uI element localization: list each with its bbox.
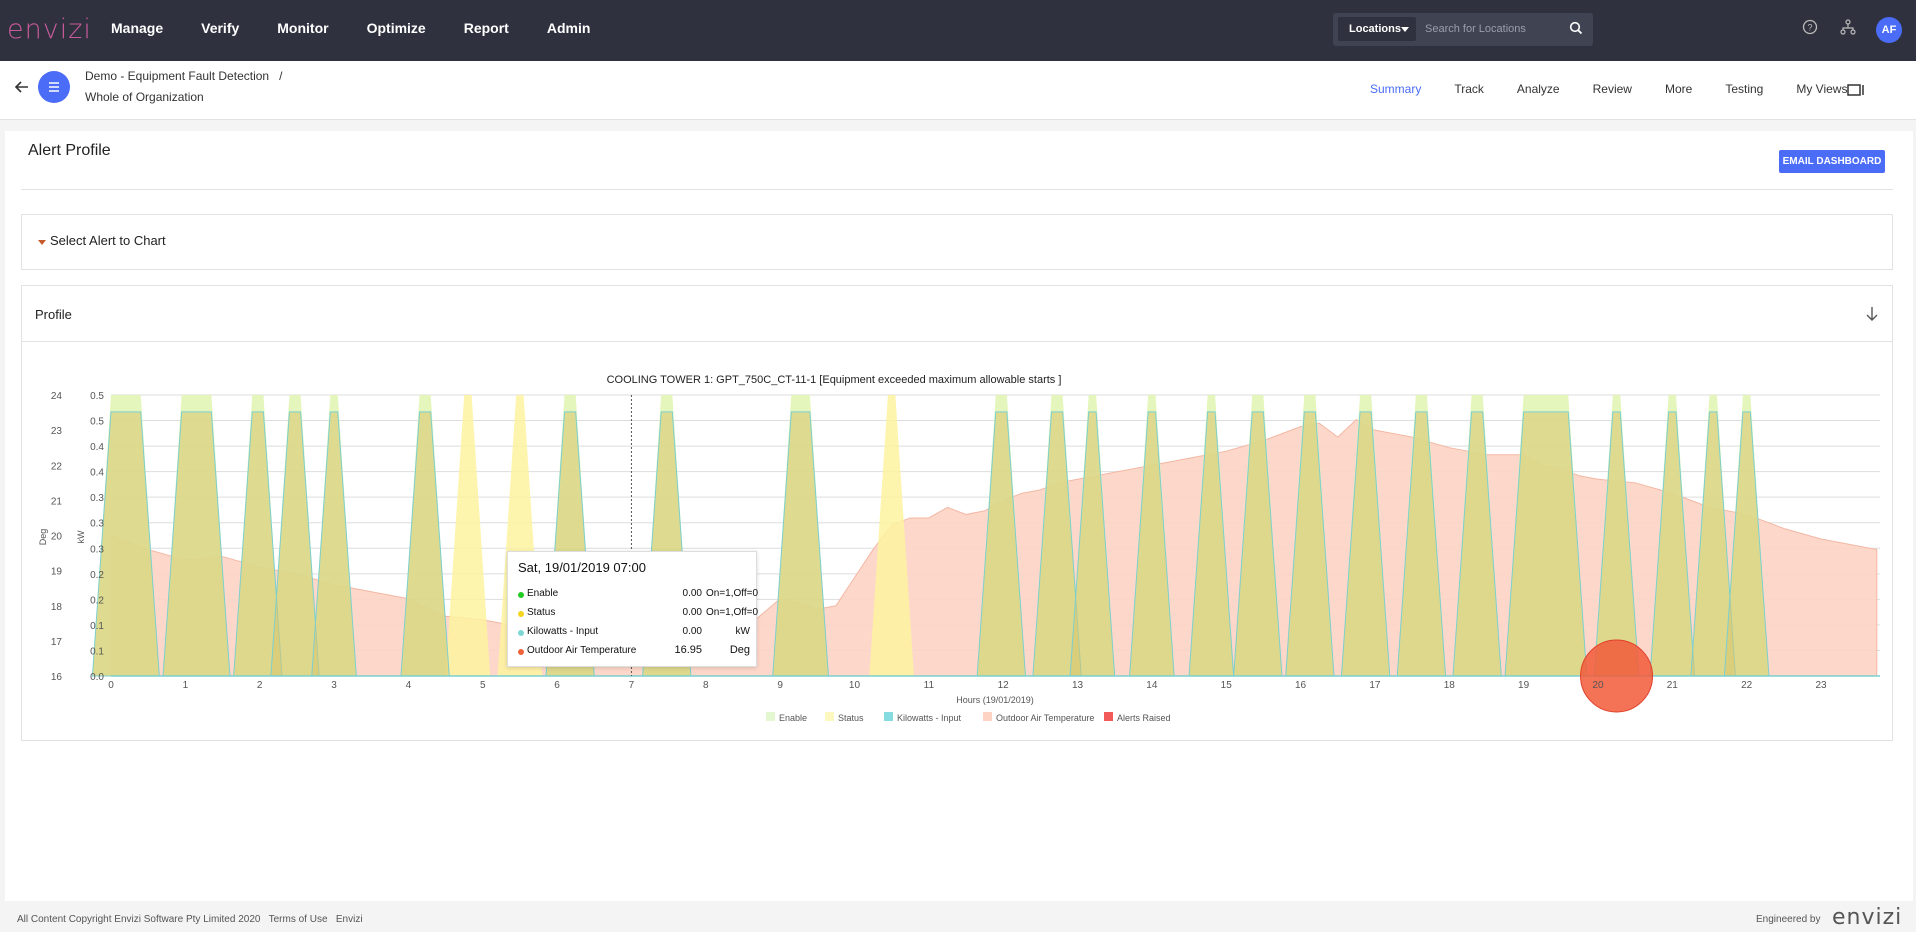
copyright-text: All Content Copyright Envizi Software Pt… — [17, 914, 261, 925]
search-input[interactable]: Search for Locations — [1425, 23, 1526, 35]
caret-down-icon — [38, 240, 46, 245]
search-icon[interactable] — [1569, 21, 1583, 35]
menu-button[interactable] — [38, 71, 70, 103]
locations-label: Locations — [1349, 23, 1401, 35]
nav-monitor[interactable]: Monitor — [277, 20, 329, 36]
hierarchy-icon[interactable] — [1840, 19, 1856, 35]
download-arrow-icon[interactable] — [1865, 306, 1879, 322]
tab-more[interactable]: More — [1664, 82, 1693, 96]
temperature-dot-icon — [518, 649, 524, 655]
tooltip-row-value: 0.00 — [682, 588, 702, 599]
chart-tooltip: Sat, 19/01/2019 07:00 Enable 0.00 On=1,O… — [507, 551, 759, 667]
tab-summary[interactable]: Summary — [1370, 82, 1422, 96]
breadcrumb-separator: / — [279, 69, 283, 83]
tab-bar: Summary Track Analyze Review More Testin… — [1370, 82, 1880, 96]
email-dashboard-button[interactable]: EMAIL DASHBOARD — [1779, 150, 1885, 173]
nav-manage[interactable]: Manage — [111, 20, 164, 36]
divider — [22, 341, 1892, 342]
tooltip-row-unit: kW — [735, 626, 750, 637]
nav-admin[interactable]: Admin — [546, 20, 591, 36]
tooltip-row-kilowatts: Kilowatts - Input 0.00 kW — [518, 626, 750, 640]
svg-text:?: ? — [1807, 23, 1812, 33]
chevron-down-icon — [1401, 27, 1409, 32]
user-avatar[interactable]: AF — [1876, 17, 1902, 43]
menu-icon — [49, 82, 59, 92]
tooltip-row-name: Kilowatts - Input — [527, 626, 599, 637]
tooltip-row-name: Status — [527, 607, 556, 618]
tab-my-views[interactable]: My Views — [1796, 82, 1848, 96]
tab-review[interactable]: Review — [1592, 82, 1632, 96]
profile-label: Profile — [35, 307, 72, 322]
back-arrow-icon[interactable] — [14, 79, 30, 95]
tooltip-row-status: Status 0.00 On=1,Off=0 — [518, 607, 759, 621]
tooltip-row-temperature: Outdoor Air Temperature 16.95 Deg — [518, 644, 750, 659]
envizi-link[interactable]: Envizi — [335, 914, 363, 925]
top-navigation-bar: envizi Manage Verify Monitor Optimize Re… — [0, 0, 1916, 61]
breadcrumb: Demo - Equipment Fault Detection / — [85, 69, 282, 83]
location-search-box: Locations Search for Locations — [1333, 13, 1593, 46]
footer-envizi-logo: envizi — [1832, 905, 1903, 930]
footer-links: All Content Copyright Envizi Software Pt… — [17, 914, 363, 925]
locations-dropdown[interactable]: Locations — [1338, 17, 1416, 41]
tooltip-row-enable: Enable 0.00 On=1,Off=0 — [518, 588, 759, 602]
tab-track[interactable]: Track — [1454, 82, 1484, 96]
terms-of-use-link[interactable]: Terms of Use — [268, 914, 328, 925]
select-alert-label: Select Alert to Chart — [50, 233, 166, 248]
panel-toggle-icon[interactable] — [1847, 83, 1865, 97]
tooltip-row-value: 16.95 — [674, 644, 702, 656]
envizi-logo[interactable]: envizi — [7, 14, 92, 45]
status-dot-icon — [518, 611, 524, 617]
breadcrumb-level2[interactable]: Whole of Organization — [85, 90, 204, 104]
nav-optimize[interactable]: Optimize — [366, 20, 426, 36]
main-nav: Manage Verify Monitor Optimize Report Ad… — [111, 20, 628, 36]
select-alert-panel[interactable]: Select Alert to Chart — [21, 214, 1893, 270]
breadcrumb-level1[interactable]: Demo - Equipment Fault Detection — [85, 69, 270, 83]
tooltip-row-name: Outdoor Air Temperature — [527, 645, 637, 656]
page-title: Alert Profile — [28, 142, 111, 159]
tooltip-row-value: 0.00 — [682, 607, 702, 618]
tooltip-row-value: 0.00 — [682, 626, 702, 637]
divider — [21, 189, 1893, 190]
enable-dot-icon — [518, 592, 524, 598]
tooltip-row-unit: Deg — [729, 644, 750, 656]
tooltip-row-unit: On=1,Off=0 — [706, 588, 759, 599]
tooltip-row-unit: On=1,Off=0 — [706, 607, 759, 618]
kilowatts-dot-icon — [518, 630, 524, 636]
tab-testing[interactable]: Testing — [1725, 82, 1764, 96]
help-icon[interactable]: ? — [1802, 19, 1818, 35]
tooltip-title: Sat, 19/01/2019 07:00 — [518, 560, 646, 575]
nav-report[interactable]: Report — [463, 20, 509, 36]
tab-analyze[interactable]: Analyze — [1516, 82, 1560, 96]
profile-panel: Profile — [21, 285, 1893, 741]
context-bar: Demo - Equipment Fault Detection / Whole… — [0, 61, 1916, 120]
nav-verify[interactable]: Verify — [201, 20, 240, 36]
engineered-by-text: Engineered by — [1756, 914, 1821, 925]
footer — [0, 901, 1916, 932]
tooltip-row-name: Enable — [527, 588, 559, 599]
